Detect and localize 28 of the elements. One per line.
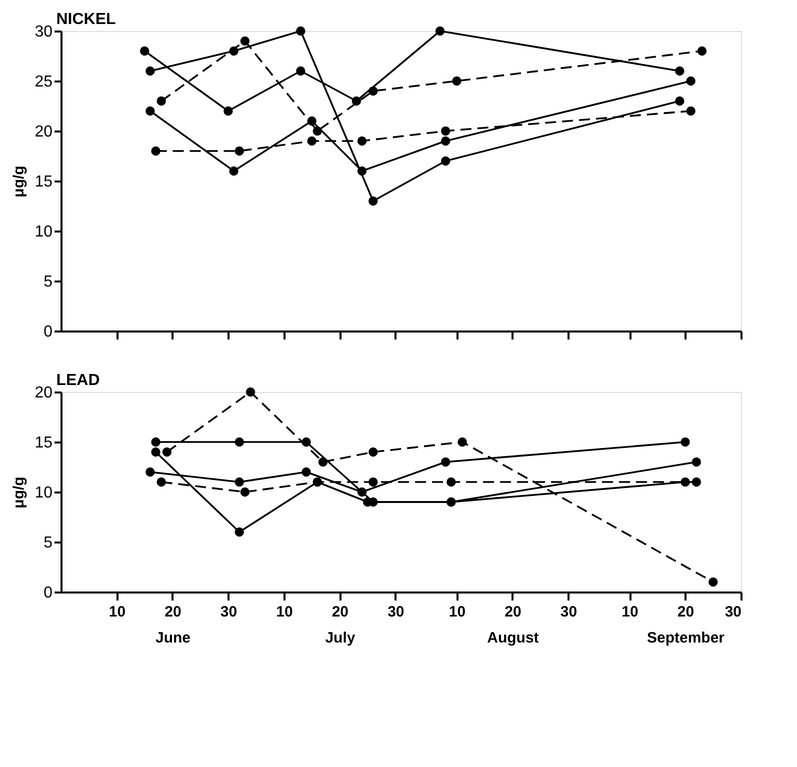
x-tick-label: 20 June bbox=[155, 604, 190, 646]
x-tick-label: 10 bbox=[622, 604, 638, 620]
y-tick-label: 0 bbox=[44, 324, 53, 340]
y-tick-label: 0 bbox=[44, 584, 53, 602]
y-tick-label: 20 bbox=[34, 384, 53, 402]
y-tick-label: 15 bbox=[34, 174, 53, 190]
x-tick-label: 10 bbox=[448, 604, 466, 620]
y-tick-label: 5 bbox=[44, 534, 53, 552]
x-tick-label: 30 bbox=[724, 604, 742, 620]
y-tick-label: 30 bbox=[34, 24, 53, 40]
chart-title: LEAD bbox=[56, 372, 100, 389]
x-tick-label: 30 bbox=[220, 604, 238, 620]
x-tick-label: 30 bbox=[388, 604, 404, 620]
x-tick-label: 10 bbox=[108, 604, 126, 620]
y-tick-label: 15 bbox=[34, 434, 53, 452]
y-axis-title: μg/g bbox=[10, 166, 28, 198]
x-tick-label: 10 bbox=[276, 604, 293, 620]
y-tick-label: 20 bbox=[34, 124, 53, 140]
x-tick-label: 30 bbox=[560, 604, 578, 620]
y-tick-label: 10 bbox=[34, 484, 53, 502]
x-tick-label: 20 August bbox=[487, 604, 539, 646]
x-tick-label: 20 September bbox=[646, 604, 725, 646]
x-tick-label: 20 July bbox=[325, 604, 356, 646]
y-tick-label: 5 bbox=[44, 274, 53, 290]
chart-title: NICKEL bbox=[56, 11, 116, 28]
y-tick-label: 10 bbox=[34, 224, 53, 240]
y-tick-label: 25 bbox=[34, 74, 53, 90]
y-axis-title: μg/g bbox=[10, 476, 28, 508]
